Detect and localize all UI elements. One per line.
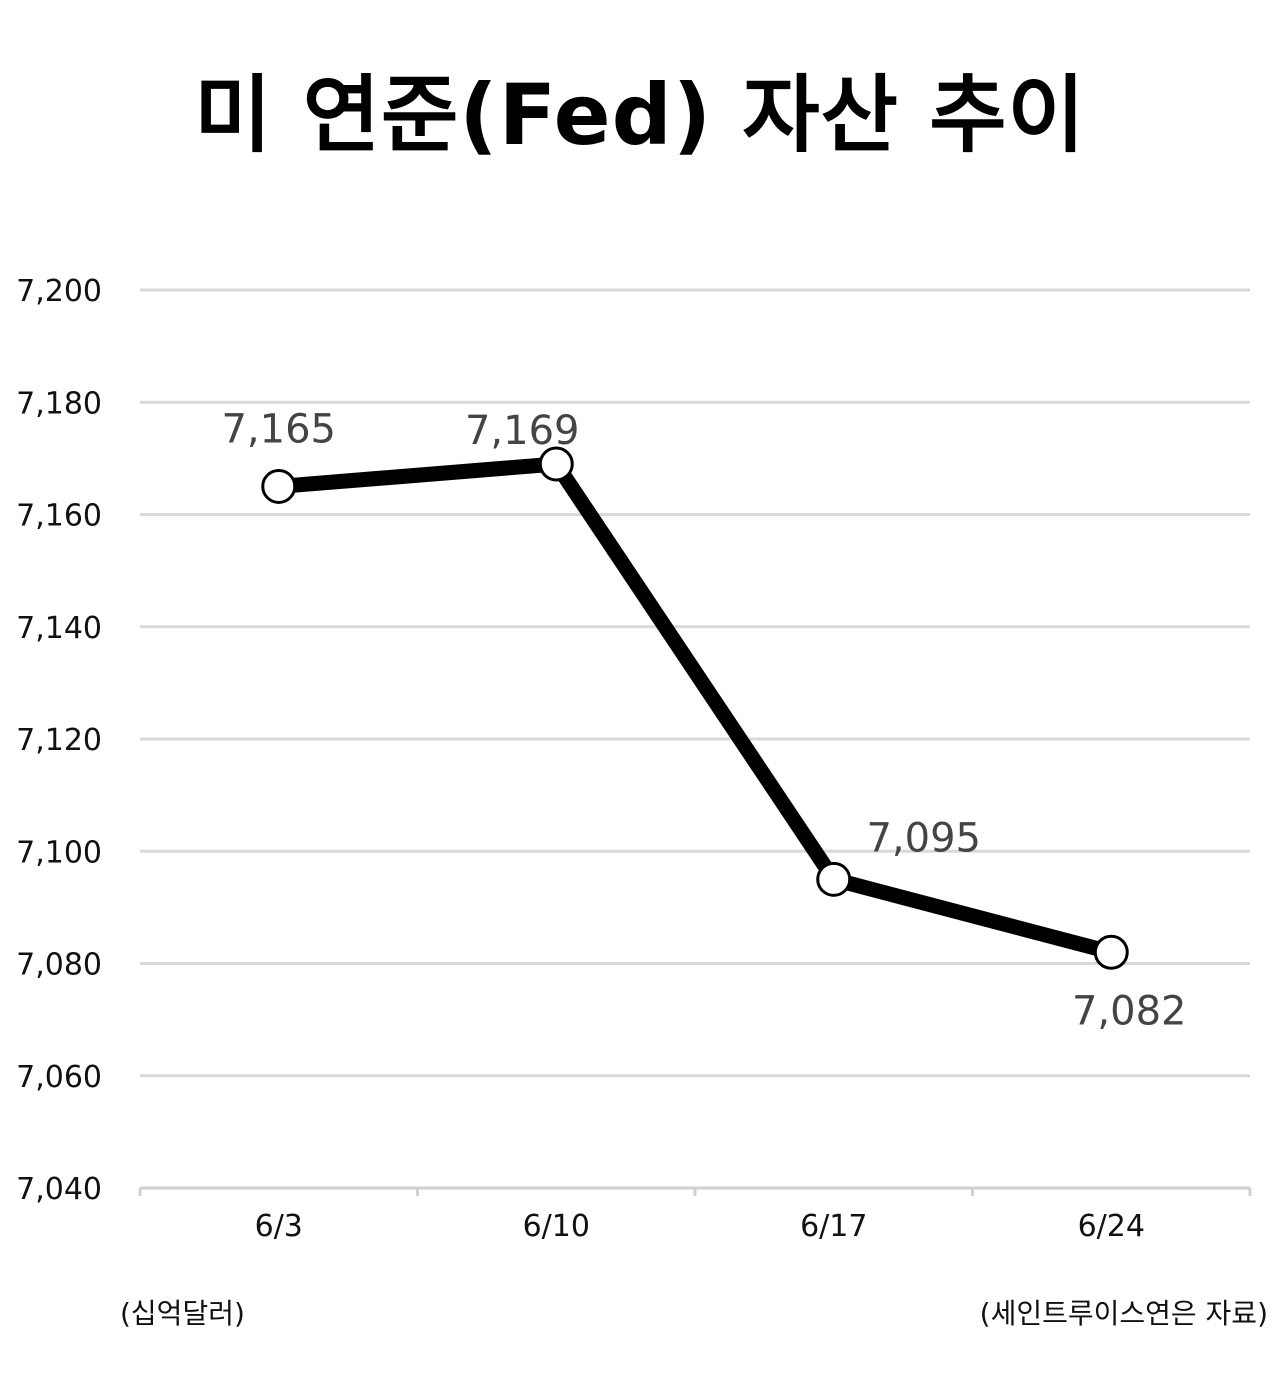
x-tick-label: 6/17	[800, 1209, 867, 1244]
y-tick-label: 7,100	[16, 835, 102, 870]
data-label: 7,082	[1072, 988, 1187, 1034]
data-label: 7,095	[866, 815, 981, 861]
source-note: (세인트루이스연은 자료)	[979, 1297, 1268, 1330]
y-tick-label: 7,200	[16, 274, 102, 309]
y-tick-label: 7,180	[16, 386, 102, 421]
x-tick-label: 6/10	[523, 1209, 590, 1244]
y-tick-label: 7,080	[16, 948, 102, 983]
y-tick-label: 7,160	[16, 499, 102, 534]
data-point	[261, 468, 297, 504]
y-tick-label: 7,120	[16, 723, 102, 758]
x-tick-label: 6/24	[1078, 1209, 1145, 1244]
unit-note: (십억달러)	[120, 1297, 245, 1330]
data-point	[1093, 934, 1129, 970]
data-point	[538, 446, 574, 482]
x-tick-label: 6/3	[255, 1209, 303, 1244]
data-label: 7,165	[221, 406, 336, 452]
data-point	[816, 861, 852, 897]
y-tick-label: 7,040	[16, 1172, 102, 1207]
chart-title: 미 연준(Fed) 자산 추이	[194, 66, 1086, 164]
y-tick-label: 7,140	[16, 611, 102, 646]
series-line	[278, 456, 1114, 960]
data-label: 7,169	[465, 408, 580, 454]
y-tick-label: 7,060	[16, 1060, 102, 1095]
